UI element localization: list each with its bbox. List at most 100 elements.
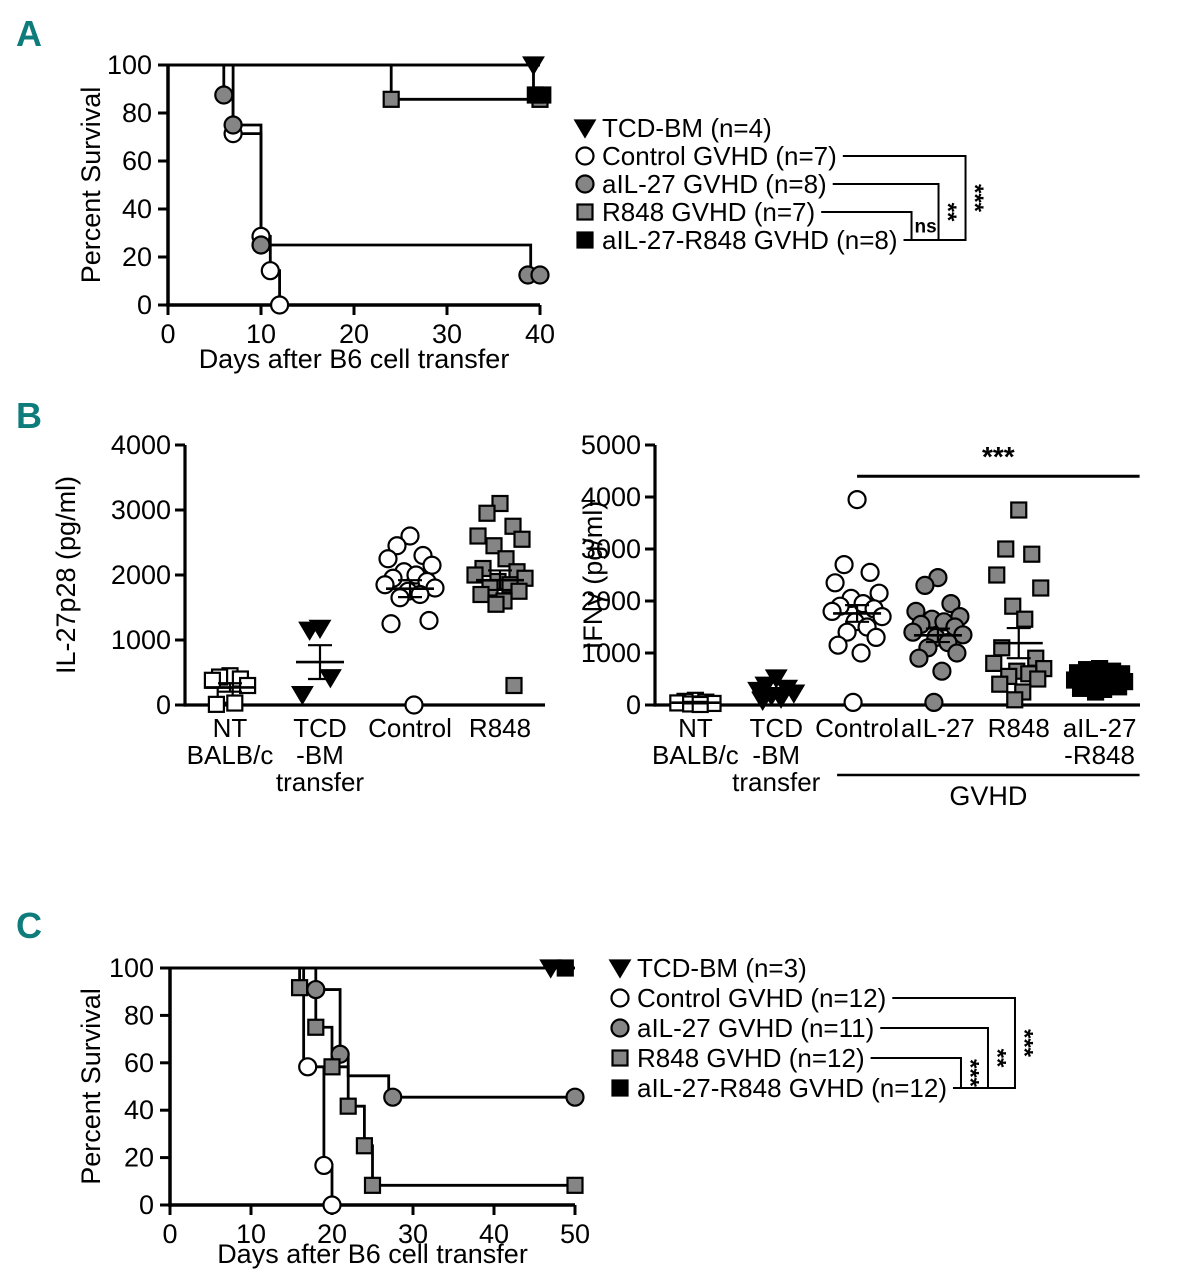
- y-tick-label: 20: [122, 242, 152, 272]
- panel-c-survival-chart: 0 10 20 30 40 50 0 20 40 60 80 100 Days after B6 cel…: [76, 953, 1037, 1269]
- significance-label: ns: [915, 217, 937, 238]
- circle-marker: [375, 575, 395, 595]
- y-tick-label: 3000: [111, 495, 171, 525]
- circle-marker: [575, 146, 595, 166]
- circle-marker: [400, 526, 420, 546]
- y-tick-label: 0: [137, 290, 152, 320]
- triangle-down-marker: [608, 959, 632, 979]
- square-marker: [323, 1058, 341, 1076]
- legend-entry-label: R848 GVHD (n=7): [602, 197, 815, 227]
- category-label: NT: [213, 713, 248, 743]
- y-tick-label: 100: [109, 953, 154, 983]
- circle-marker: [947, 643, 967, 663]
- square-marker: [991, 675, 1009, 693]
- y-tick-label: 80: [124, 1000, 154, 1030]
- x-tick-label: 30: [432, 319, 462, 349]
- square-marker: [1086, 683, 1105, 701]
- circle-marker: [410, 584, 430, 605]
- series-step-line: [168, 63, 540, 277]
- y-tick-label: 2000: [581, 586, 641, 616]
- square-marker: [472, 585, 490, 604]
- square-marker: [997, 540, 1015, 558]
- square-marker: [556, 959, 574, 977]
- circle-marker: [825, 573, 845, 593]
- x-tick-label: 40: [479, 1219, 509, 1249]
- square-marker: [576, 231, 594, 249]
- survival-series: [168, 56, 552, 315]
- circle-marker: [822, 601, 842, 621]
- square-marker: [203, 671, 221, 689]
- scatter-group: [822, 489, 892, 712]
- y-tick-label: 1000: [111, 625, 171, 655]
- scatter-group: [375, 526, 445, 715]
- scatter-group: [466, 494, 534, 695]
- panel-b-label: B: [16, 395, 42, 436]
- category-label: aIL-27: [1063, 713, 1137, 743]
- legend-entry-label: aIL-27-R848 GVHD (n=8): [602, 225, 898, 255]
- circle-marker: [404, 695, 424, 715]
- circle-marker: [378, 549, 398, 569]
- category-label: -BM: [752, 740, 800, 770]
- circle-marker: [381, 614, 401, 634]
- axes: 0 10 20 30 40 0 20 40 60 80 100 Days after B6 cell …: [76, 50, 555, 374]
- circle-marker: [298, 1057, 318, 1077]
- y-axis-label: IL-27p28 (pg/ml): [51, 476, 81, 674]
- scatter-group: [290, 619, 344, 706]
- circle-marker: [834, 555, 854, 575]
- category-label: BALB/c: [652, 740, 739, 770]
- significance-label: **: [983, 1049, 1010, 1068]
- significance-label: ***: [982, 441, 1015, 472]
- square-marker: [1006, 691, 1024, 709]
- square-marker: [1016, 610, 1034, 628]
- x-axis-label: Days after B6 cell transfer: [199, 344, 510, 374]
- scatter-group: [985, 501, 1053, 709]
- scatter-group: [669, 691, 722, 714]
- square-marker: [469, 527, 487, 545]
- square-marker: [226, 694, 244, 712]
- y-tick-label: 60: [122, 146, 152, 176]
- square-marker: [985, 654, 1003, 672]
- series-step-line: [170, 966, 575, 1099]
- x-tick-label: 30: [398, 1219, 428, 1249]
- category-label: Control: [815, 713, 899, 743]
- circle-marker: [387, 536, 407, 556]
- square-marker: [504, 517, 522, 535]
- square-marker: [611, 1049, 629, 1067]
- category-label: aIL-27: [901, 713, 975, 743]
- x-tick-label: 0: [160, 319, 175, 349]
- significance-label: **: [934, 203, 961, 222]
- circle-marker: [575, 174, 595, 194]
- x-tick-label: 40: [525, 319, 555, 349]
- circle-marker: [872, 607, 892, 627]
- circle-marker: [924, 692, 944, 712]
- x-tick-label: 50: [560, 1219, 590, 1249]
- y-tick-label: 100: [107, 50, 152, 80]
- legend-entry-label: R848 GVHD (n=12): [637, 1043, 865, 1073]
- x-tick-label: 20: [317, 1219, 347, 1249]
- x-tick-label: 0: [162, 1219, 177, 1249]
- square-marker: [576, 203, 594, 221]
- circle-marker: [866, 627, 886, 647]
- square-marker: [355, 1137, 373, 1155]
- category-label: R848: [988, 713, 1050, 743]
- comparison-bracket: [892, 997, 1016, 1089]
- y-tick-label: 40: [124, 1095, 154, 1125]
- circle-marker: [565, 1087, 585, 1107]
- legend: TCD-BM (n=4)Control GVHD (n=7)aIL-27 GVH…: [573, 113, 988, 255]
- square-marker: [988, 566, 1006, 584]
- y-axis-label: Percent Survival: [76, 988, 106, 1185]
- circle-marker: [847, 489, 867, 510]
- circle-marker: [223, 115, 243, 135]
- square-marker: [487, 595, 505, 613]
- circle-marker: [214, 85, 234, 105]
- category-label: Control: [368, 713, 452, 743]
- survival-series: [170, 959, 585, 1215]
- triangle-down-marker: [573, 119, 597, 139]
- square-marker: [1029, 670, 1047, 688]
- circle-marker: [828, 635, 848, 655]
- x-tick-label: 10: [236, 1219, 266, 1249]
- square-marker: [207, 695, 225, 713]
- circle-marker: [903, 622, 923, 642]
- legend-entry-label: aIL-27-R848 GVHD (n=12): [637, 1073, 947, 1103]
